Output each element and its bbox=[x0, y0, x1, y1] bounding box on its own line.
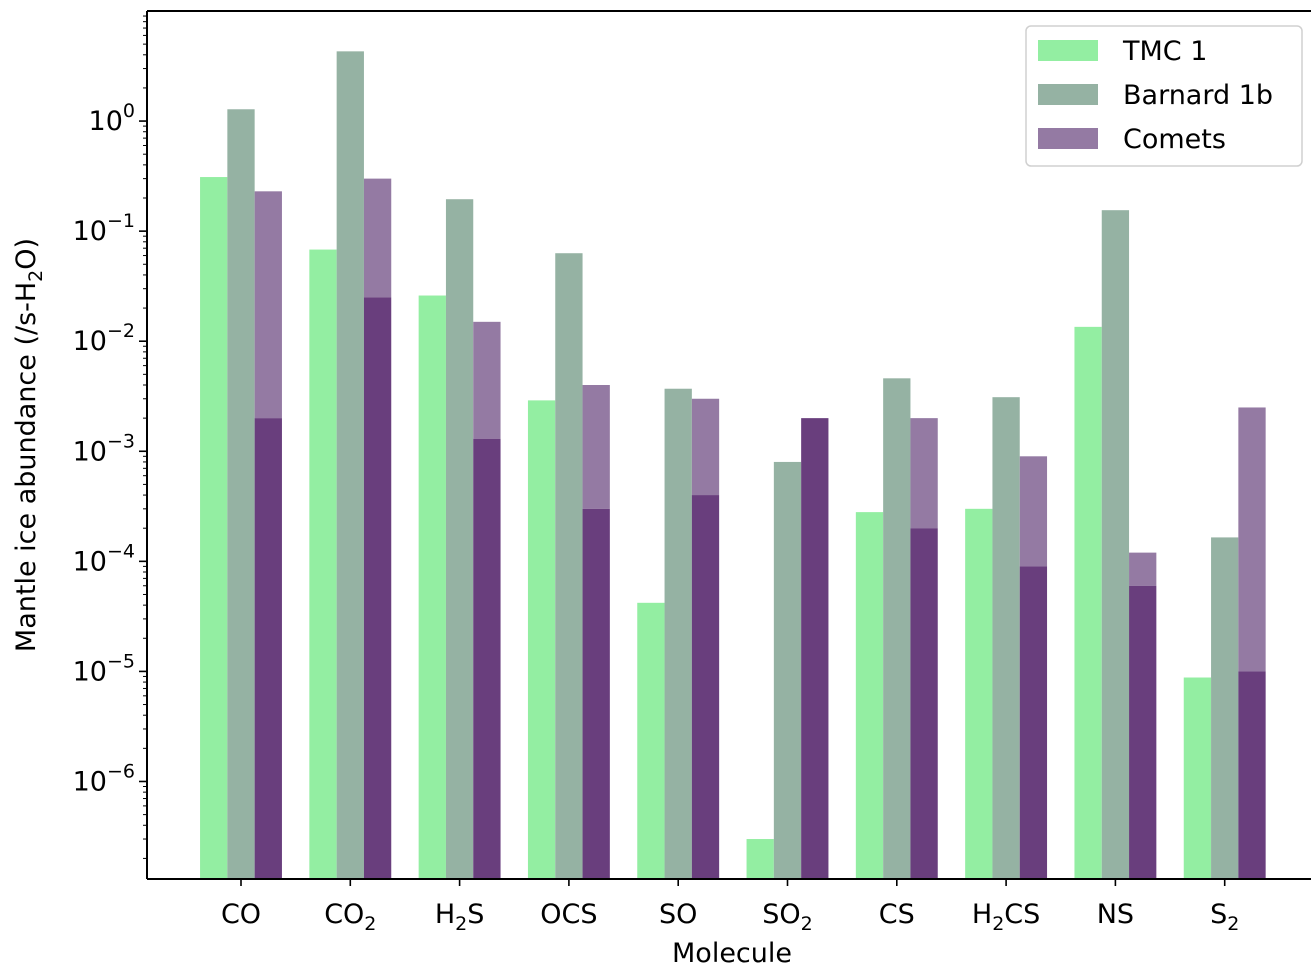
y-axis-title-main: Mantle ice abundance (/s-H bbox=[11, 282, 42, 652]
bar-comets-low bbox=[1129, 585, 1157, 879]
bar-comets-low bbox=[254, 418, 282, 879]
bar-comets-low bbox=[1238, 671, 1266, 879]
bar-tmc1 bbox=[637, 602, 665, 879]
bar-comets-range bbox=[691, 398, 720, 496]
axes: CO CO2 H2S OCS SO SO2 CS H2CS NS S2 100 10−1 10−2 10−… bbox=[73, 10, 1311, 935]
y-tick-label: 10−2 bbox=[73, 320, 135, 357]
bar-comets-low bbox=[363, 297, 392, 879]
x-tick-label: H2CS bbox=[972, 899, 1040, 935]
y-tick-label: 10−3 bbox=[73, 430, 135, 467]
y-axis-title-sub: 2 bbox=[25, 270, 47, 282]
y-tick-label: 100 bbox=[89, 100, 135, 137]
bar-comets-range bbox=[910, 418, 938, 529]
bar-comets-range bbox=[254, 191, 282, 419]
bar-tmc1 bbox=[200, 177, 228, 880]
bar-barnard1b bbox=[336, 51, 364, 880]
bar-group bbox=[200, 51, 1266, 880]
legend-label: Barnard 1b bbox=[1123, 80, 1273, 111]
x-tick-label: CO bbox=[221, 899, 261, 930]
y-tick-label: 10−1 bbox=[73, 210, 135, 247]
bar-barnard1b bbox=[1211, 537, 1239, 879]
bar-barnard1b bbox=[1101, 210, 1130, 879]
x-tick-label: SO2 bbox=[762, 899, 812, 935]
bar-comets-range bbox=[363, 178, 392, 298]
x-tick-label: NS bbox=[1097, 899, 1134, 930]
bar-comets-range bbox=[1019, 456, 1048, 567]
bar-barnard1b bbox=[883, 378, 911, 879]
bar-barnard1b bbox=[664, 388, 692, 879]
legend-swatch bbox=[1038, 84, 1098, 105]
bar-barnard1b bbox=[227, 109, 255, 879]
bar-comets-low bbox=[801, 418, 829, 879]
x-tick-label: SO bbox=[659, 899, 697, 930]
bar-tmc1 bbox=[1183, 677, 1212, 879]
axis-titles: Molecule Mantle ice abundance (/s-H2O) bbox=[11, 238, 792, 969]
x-tick-label: CO2 bbox=[324, 899, 376, 935]
bar-comets-range bbox=[582, 385, 610, 509]
y-tick-label: 10−5 bbox=[73, 650, 135, 687]
bar-tmc1 bbox=[309, 249, 337, 879]
x-tick-label: CS bbox=[879, 899, 915, 930]
bar-barnard1b bbox=[555, 253, 583, 879]
bar-barnard1b bbox=[773, 461, 802, 879]
bar-comets-low bbox=[910, 528, 938, 879]
bar-comets-range bbox=[473, 321, 501, 439]
bar-barnard1b bbox=[992, 397, 1020, 879]
y-axis-title: Mantle ice abundance (/s-H2O) bbox=[11, 238, 47, 652]
legend-swatch bbox=[1038, 40, 1098, 61]
y-tick-label: 10−4 bbox=[73, 540, 135, 577]
legend-label: TMC 1 bbox=[1122, 36, 1207, 67]
bar-comets-range bbox=[1238, 407, 1266, 672]
bar-barnard1b bbox=[445, 199, 474, 880]
bar-tmc1 bbox=[855, 512, 884, 879]
legend-label: Comets bbox=[1123, 124, 1226, 155]
bar-comets-range bbox=[1129, 552, 1157, 586]
bar-comets-low bbox=[691, 495, 720, 879]
bar-tmc1 bbox=[527, 400, 556, 879]
bar-tmc1 bbox=[418, 295, 446, 879]
x-tick-label: H2S bbox=[435, 899, 485, 935]
bar-comets-low bbox=[473, 438, 501, 879]
bar-tmc1 bbox=[965, 508, 993, 879]
bar-tmc1 bbox=[746, 839, 774, 879]
x-axis-title: Molecule bbox=[672, 938, 792, 969]
y-axis-title-end: O) bbox=[11, 238, 42, 270]
bar-comets-low bbox=[582, 508, 610, 879]
bar-comets-low bbox=[1019, 566, 1048, 879]
y-tick-label: 10−6 bbox=[73, 760, 135, 797]
bar-tmc1 bbox=[1074, 326, 1102, 879]
legend-swatch bbox=[1038, 128, 1098, 149]
legend: TMC 1 Barnard 1b Comets bbox=[1025, 25, 1303, 167]
x-tick-label: S2 bbox=[1210, 899, 1239, 935]
x-tick-label: OCS bbox=[540, 899, 597, 930]
